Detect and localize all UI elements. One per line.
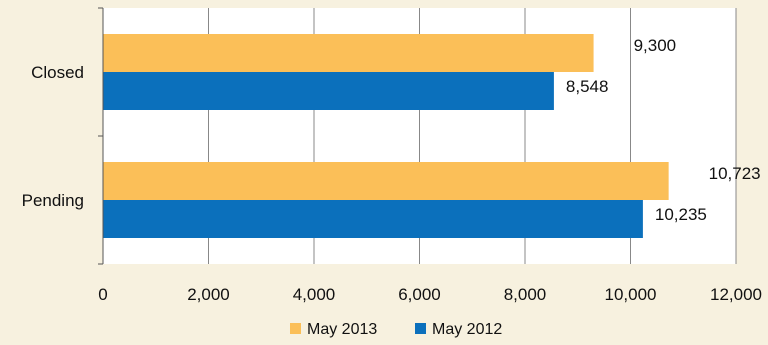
x-tick-label: 10,000 <box>605 285 657 304</box>
x-tick-label: 2,000 <box>187 285 230 304</box>
legend: May 2013 May 2012 <box>290 321 502 338</box>
x-tick-label: 8,000 <box>504 285 547 304</box>
data-label: 9,300 <box>634 36 677 55</box>
bar <box>103 200 643 238</box>
category-label: Closed <box>31 63 84 82</box>
bar <box>103 162 669 200</box>
legend-swatch <box>415 323 426 334</box>
data-label: 10,723 <box>709 164 761 183</box>
legend-label: May 2012 <box>432 321 502 338</box>
x-tick-label: 4,000 <box>293 285 336 304</box>
bar <box>103 34 594 72</box>
data-label: 10,235 <box>655 205 707 224</box>
x-tick-label: 6,000 <box>398 285 441 304</box>
axes <box>98 7 104 265</box>
bars <box>103 34 669 238</box>
bar <box>103 72 554 110</box>
category-label: Pending <box>22 191 84 210</box>
data-label: 8,548 <box>566 77 609 96</box>
labels: 0 2,000 4,000 6,000 8,000 10,000 12,000 Closed 9… <box>22 36 762 304</box>
legend-label: May 2013 <box>307 321 377 338</box>
x-tick-label: 12,000 <box>710 285 762 304</box>
x-tick-label: 0 <box>98 285 107 304</box>
legend-swatch <box>290 323 301 334</box>
